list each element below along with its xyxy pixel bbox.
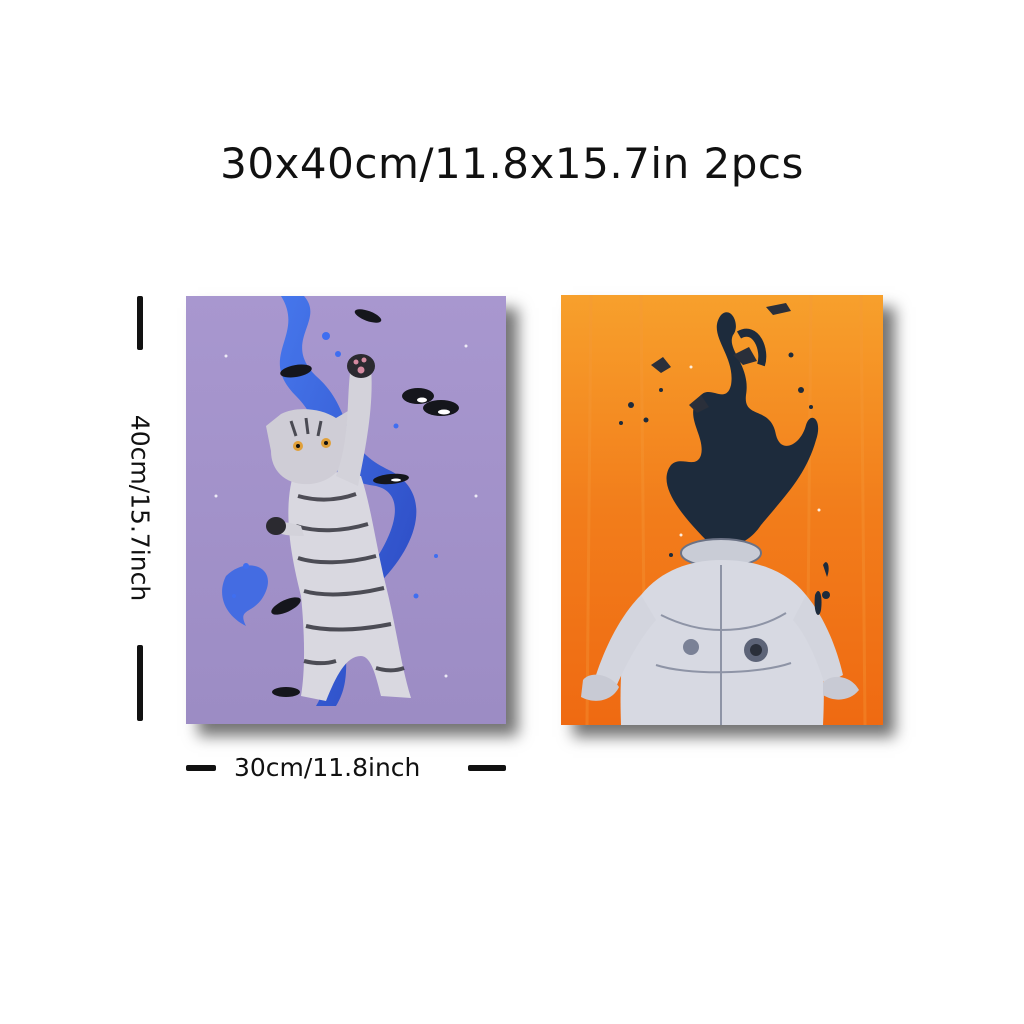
width-dimension-label: 30cm/11.8inch [234,753,421,782]
cat-painting [186,296,506,724]
canvas-print-astronaut [561,295,883,725]
width-dimension-line-left [186,765,216,771]
width-dimension-line-right [468,765,506,771]
astronaut-painting [561,295,883,725]
canvas-print-cat [186,296,506,724]
height-dimension-line-bottom [137,645,143,721]
height-dimension-line-top [137,296,143,350]
page-title: 30x40cm/11.8x15.7in 2pcs [220,139,804,188]
height-dimension-label: 40cm/15.7inch [125,414,155,602]
